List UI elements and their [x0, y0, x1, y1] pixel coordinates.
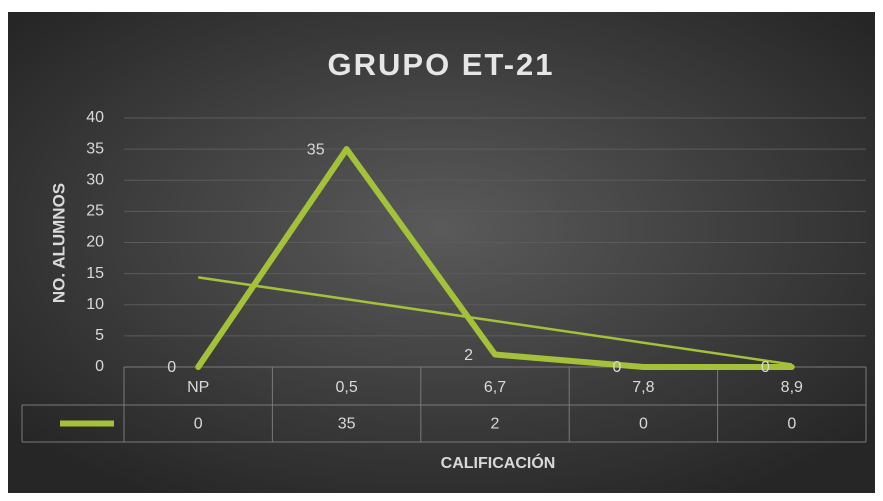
x-tick-label: 0,5: [335, 379, 357, 396]
data-line: [195, 146, 795, 370]
chart-background: [8, 12, 875, 493]
y-tick-label: 35: [86, 140, 104, 157]
data-label: 2: [464, 347, 473, 364]
trendline: [198, 276, 792, 366]
chart-title: GRUPO ET-21: [328, 47, 555, 82]
y-axis-label: NO. ALUMNOS: [49, 183, 68, 303]
y-tick-label: 40: [86, 109, 104, 126]
table-value: 0: [194, 416, 203, 433]
data-label: 0: [612, 359, 621, 376]
y-tick-label: 30: [86, 171, 104, 188]
y-tick-label: 25: [86, 203, 104, 220]
y-tick-label: 10: [86, 296, 104, 313]
y-tick-label: 5: [95, 327, 104, 344]
table-value: 35: [338, 416, 356, 433]
x-tick-label: NP: [187, 379, 209, 396]
data-label: 0: [761, 359, 770, 376]
x-axis-label: CALIFICACIÓN: [441, 453, 556, 472]
y-tick-label: 0: [95, 358, 104, 375]
y-tick-label: 20: [86, 234, 104, 251]
x-tick-label: 6,7: [484, 379, 506, 396]
data-label: 35: [307, 141, 325, 158]
table-value: 2: [491, 416, 500, 433]
table-value: 0: [639, 416, 648, 433]
table-value: 0: [787, 416, 796, 433]
x-tick-label: 8,9: [781, 379, 803, 396]
data-label: 0: [167, 359, 176, 376]
x-tick-label: 7,8: [632, 379, 654, 396]
y-tick-label: 15: [86, 265, 104, 282]
